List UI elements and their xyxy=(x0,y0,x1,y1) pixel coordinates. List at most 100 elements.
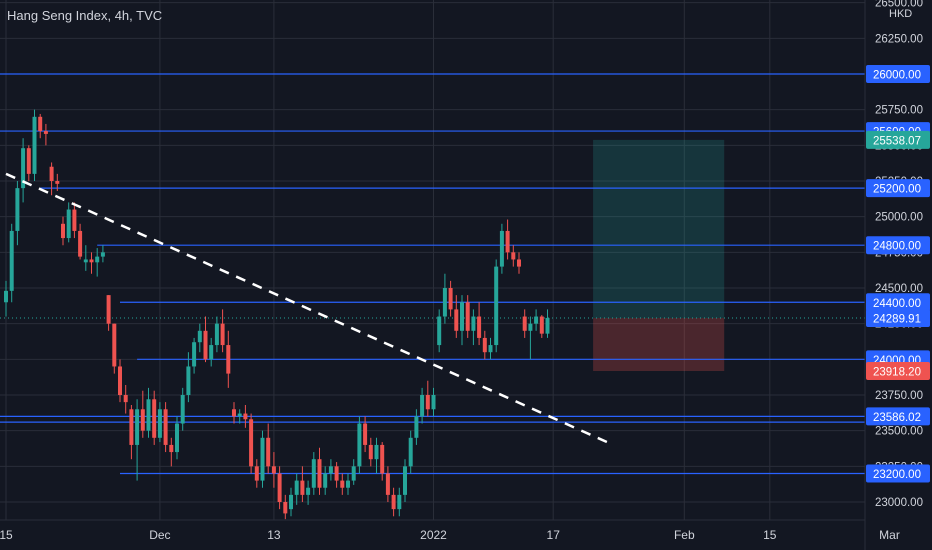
candle-body xyxy=(323,473,328,488)
candle-body xyxy=(368,444,373,460)
candle-body xyxy=(203,330,208,360)
y-tick-label: 23500.00 xyxy=(875,426,923,438)
candle-body xyxy=(425,395,430,410)
level-price-label: 26000.00 xyxy=(873,70,921,82)
candle-body xyxy=(83,259,88,263)
candle-body xyxy=(100,252,105,257)
candle-body xyxy=(340,480,345,488)
candle-body xyxy=(391,494,396,510)
candle-body xyxy=(271,466,276,474)
candle-body xyxy=(306,487,311,495)
level-price-label: 24800.00 xyxy=(873,241,921,253)
level-price-label-bg xyxy=(866,236,930,255)
candle-body xyxy=(511,252,516,260)
candle-body xyxy=(403,466,407,495)
candle-body xyxy=(277,473,282,502)
candle-body xyxy=(226,345,231,374)
candle-body xyxy=(249,419,254,467)
candle-body xyxy=(414,416,419,438)
candle-body xyxy=(157,409,162,438)
x-tick-label: Mar xyxy=(879,528,900,542)
stop-zone xyxy=(593,317,725,372)
candle-body xyxy=(95,256,100,263)
candle-body xyxy=(380,444,385,474)
candle-body xyxy=(317,459,322,488)
candle-body xyxy=(494,266,499,346)
level-price-label: 24400.00 xyxy=(873,298,921,310)
y-tick-label: 25750.00 xyxy=(875,105,923,117)
candle-body xyxy=(499,230,504,267)
candle-body xyxy=(232,409,236,417)
candle-body xyxy=(545,317,550,334)
candle-body xyxy=(534,316,539,324)
level-price-label: 23586.02 xyxy=(873,412,921,424)
candles xyxy=(4,109,550,520)
candle-body xyxy=(505,230,510,253)
candle-body xyxy=(517,259,521,267)
candle-body xyxy=(118,366,122,395)
candle-body xyxy=(328,466,333,474)
candle-body xyxy=(477,316,482,338)
candle-body xyxy=(334,466,339,481)
y-tick-label: 25000.00 xyxy=(875,212,923,224)
candle-body xyxy=(21,148,26,189)
candle-body xyxy=(180,395,185,424)
candle-body xyxy=(135,409,140,445)
candle-body xyxy=(311,459,316,488)
trendline xyxy=(5,172,611,445)
x-tick-label: Dec xyxy=(149,528,170,542)
candle-body xyxy=(72,209,77,231)
candle-body xyxy=(300,480,305,495)
candle-body xyxy=(26,148,31,174)
level-price-label-bg xyxy=(866,179,930,198)
candle-body xyxy=(4,290,8,303)
candle-body xyxy=(237,413,242,417)
candle-body xyxy=(32,116,37,174)
candle-body xyxy=(254,466,259,481)
candle-body xyxy=(140,409,145,431)
candle-body xyxy=(294,480,299,495)
candle-body xyxy=(123,395,128,403)
candle-body xyxy=(385,473,390,495)
target-price-label: 25538.07 xyxy=(873,135,921,147)
candle-body xyxy=(146,399,151,431)
candle-body xyxy=(471,316,476,331)
level-price-label: 25200.00 xyxy=(873,184,921,196)
candle-body xyxy=(38,116,43,132)
candle-body xyxy=(266,437,271,467)
level-price-label-bg xyxy=(866,65,930,83)
candle-body xyxy=(357,423,362,467)
candle-body xyxy=(186,366,191,395)
currency-label: HKD xyxy=(889,8,912,20)
candle-body xyxy=(61,223,65,239)
x-tick-label: Feb xyxy=(674,528,695,542)
candle-body xyxy=(442,288,447,317)
candle-body xyxy=(89,259,94,263)
target-price-label-bg xyxy=(866,130,930,149)
y-tick-label: 26250.00 xyxy=(875,33,923,45)
x-tick-label: 2022 xyxy=(420,528,447,542)
candle-body xyxy=(169,444,174,453)
candle-body xyxy=(346,480,350,488)
y-tick-label: 26500.00 xyxy=(875,0,923,10)
candle-body xyxy=(460,302,464,331)
candle-body xyxy=(15,188,20,231)
candle-body xyxy=(209,345,214,360)
x-tick-label: 15 xyxy=(763,528,777,542)
x-tick-label: 15 xyxy=(0,528,13,542)
candle-body xyxy=(283,502,288,514)
candle-body xyxy=(448,288,453,310)
candle-body xyxy=(454,309,459,331)
grid xyxy=(0,0,890,520)
stop-price-label-bg xyxy=(866,362,930,381)
level-price-label-bg xyxy=(866,293,930,312)
candle-body xyxy=(49,166,54,181)
level-price-label-bg xyxy=(866,407,930,426)
price-axis-bg xyxy=(865,0,932,550)
candle-body xyxy=(55,181,60,184)
candle-body xyxy=(528,323,533,331)
candle-body xyxy=(112,323,117,367)
candle-body xyxy=(482,337,487,353)
